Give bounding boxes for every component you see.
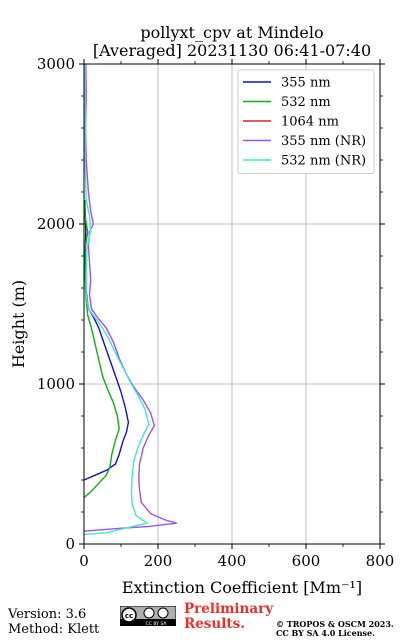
series-line-1	[83, 200, 120, 499]
series-line-3	[83, 63, 178, 532]
copyright-line2: CC BY SA 4.0 License.	[276, 628, 375, 638]
chart-title-line2: [Averaged] 20231130 06:41-07:40	[92, 41, 372, 60]
copyright-line1: © TROPOS & OSCM 2023.	[276, 619, 394, 629]
method-text: Method: Klett	[8, 622, 100, 637]
y-tick-label: 0	[65, 535, 75, 553]
x-axis-label: Extinction Coefficient [Mm⁻¹]	[122, 578, 362, 597]
legend-label: 355 nm	[281, 76, 331, 91]
x-tick-label: 0	[79, 552, 89, 570]
series-lines	[83, 63, 178, 536]
preliminary-line1: Preliminary	[184, 601, 274, 617]
y-tick-label: 1000	[37, 375, 75, 393]
preliminary-line2: Results.	[184, 616, 245, 632]
series-line-4	[83, 64, 150, 536]
legend-box	[237, 69, 375, 174]
y-tick-label: 2000	[37, 215, 75, 233]
legend: 355 nm 532 nm 1064 nm 355 nm (NR) 532 nm (NR…	[237, 69, 375, 174]
svg-text:cc: cc	[125, 612, 133, 620]
legend-label: 355 nm (NR)	[281, 134, 366, 149]
badge-label: CC BY SA	[146, 621, 168, 626]
tick-labels: 0 200 400 600 800 0 1000 2000 3000	[37, 55, 395, 570]
cc-license-badge[interactable]: cc CC BY SA	[119, 605, 177, 627]
chart-title-line1: pollyxt_cpv at Mindelo	[140, 23, 324, 42]
copyright-notice: © TROPOS & OSCM 2023. CC BY SA 4.0 Licen…	[276, 620, 394, 638]
series-line-0	[83, 207, 130, 481]
x-tick-label: 800	[366, 552, 395, 570]
legend-label: 532 nm (NR)	[281, 154, 366, 169]
legend-label: 1064 nm	[281, 115, 339, 130]
version-text: Version: 3.6	[8, 607, 87, 622]
legend-label: 532 nm	[281, 95, 331, 110]
x-tick-label: 400	[218, 552, 247, 570]
x-tick-label: 600	[292, 552, 321, 570]
x-tick-label: 200	[144, 552, 173, 570]
axis-ticks	[79, 59, 385, 549]
y-axis-label: Height (m)	[9, 280, 28, 368]
preliminary-notice: Preliminary Results.	[184, 602, 273, 632]
y-tick-label: 3000	[37, 55, 75, 73]
